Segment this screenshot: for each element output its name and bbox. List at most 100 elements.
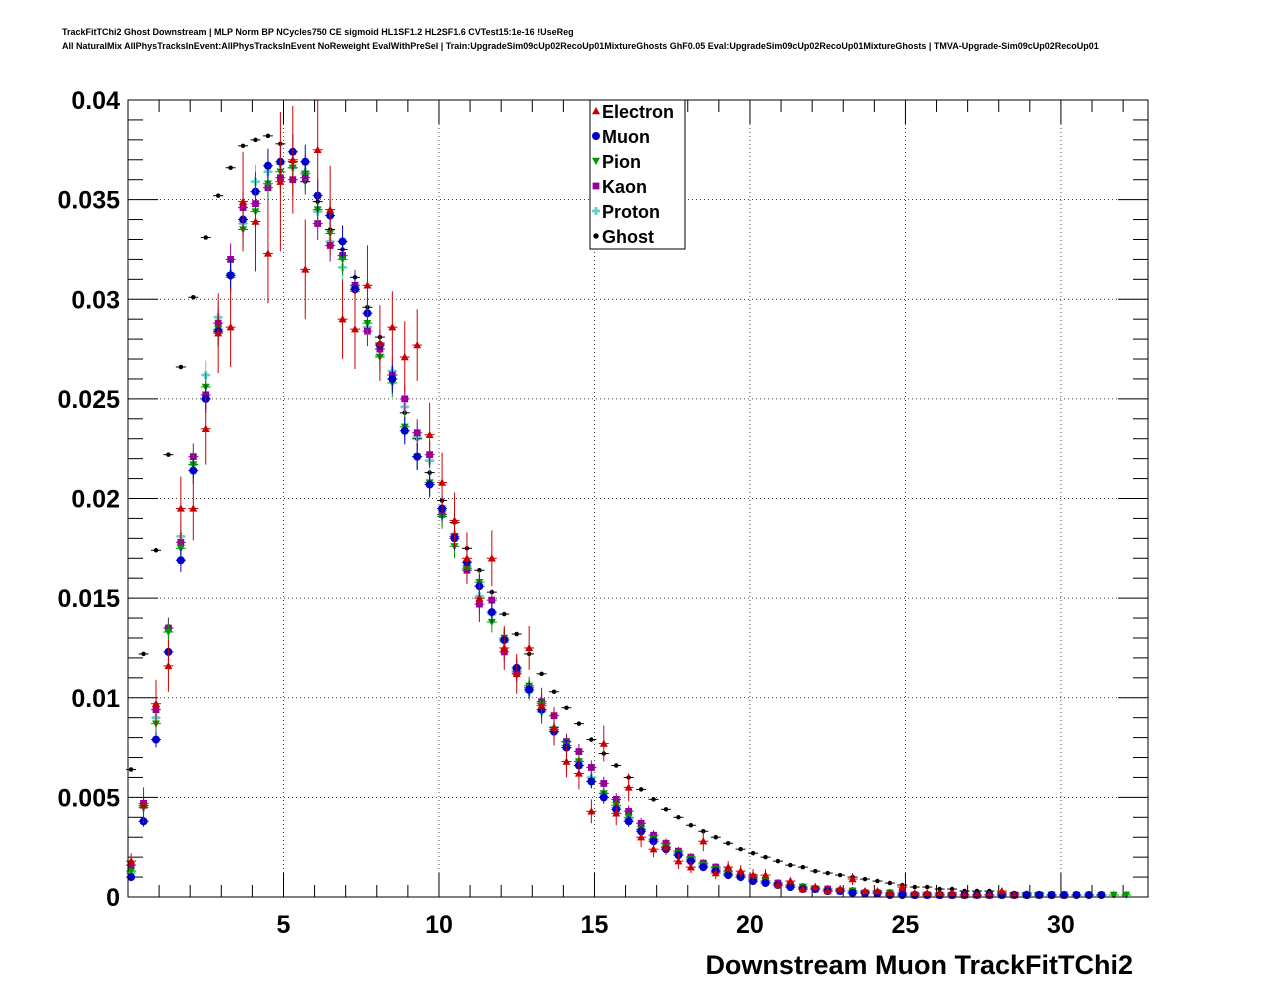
- electron-point: [823, 887, 832, 895]
- ghost-point: [203, 235, 208, 240]
- ghost-point: [613, 763, 619, 768]
- legend-marker-pion: [592, 157, 600, 165]
- electron-point: [773, 881, 782, 889]
- kaon-point: [401, 395, 409, 403]
- x-tick-label: 10: [425, 911, 453, 939]
- axis-ticks: [128, 99, 1148, 898]
- ghost-point: [240, 143, 246, 149]
- electron-point: [637, 833, 646, 841]
- electron-point: [288, 155, 297, 163]
- electron-point: [301, 265, 310, 273]
- x-tick-label: 30: [1047, 911, 1075, 939]
- ghost-point: [688, 823, 694, 828]
- electron-point: [873, 887, 882, 895]
- electron-point: [263, 249, 272, 257]
- x-tick-label: 25: [892, 911, 920, 939]
- electron-point: [711, 869, 720, 877]
- ghost-point: [253, 137, 258, 143]
- electron-point: [1010, 891, 1019, 899]
- muon-point: [1072, 891, 1081, 900]
- muon-point: [1060, 891, 1069, 900]
- tick-labels: 5 10 15 20 25 30 0 0.005 0.01 0.015 0.02 0.025 0.03 0…: [57, 87, 1074, 939]
- electron-point: [562, 757, 571, 765]
- electron-point: [462, 554, 471, 562]
- muon-point: [699, 863, 708, 872]
- electron-point: [811, 883, 820, 891]
- muon-point: [189, 466, 198, 475]
- electron-point: [798, 885, 807, 893]
- electron-point: [413, 341, 422, 349]
- ghost-point: [788, 862, 793, 868]
- electron-point: [189, 504, 198, 512]
- electron-point: [898, 883, 907, 891]
- x-tick-label: 20: [736, 911, 764, 939]
- electron-point: [276, 177, 285, 185]
- x-tick-label: 15: [581, 911, 609, 939]
- kaon-point: [488, 596, 496, 604]
- ghost-point: [725, 840, 731, 846]
- muon-point: [263, 161, 272, 170]
- muon-point: [587, 777, 596, 786]
- electron-point: [438, 478, 447, 486]
- muon-point: [599, 793, 608, 802]
- ghost-point: [837, 872, 843, 878]
- electron-point: [910, 889, 919, 897]
- muon-point: [388, 374, 397, 383]
- ghost-point: [651, 797, 656, 802]
- electron-point: [201, 424, 210, 432]
- x-tick-label: 5: [277, 911, 291, 939]
- y-tick-label: 0: [106, 884, 120, 912]
- electron-point: [338, 315, 347, 323]
- electron-point: [239, 197, 248, 205]
- electron-point: [164, 661, 173, 670]
- muon-point: [761, 879, 770, 888]
- legend-marker-muon: [592, 132, 600, 140]
- muon-point: [301, 157, 310, 166]
- ghost-point: [924, 884, 930, 890]
- ghost-point: [564, 705, 569, 710]
- electron-point: [861, 887, 870, 895]
- muon-point: [151, 735, 160, 744]
- pion-point: [127, 867, 136, 876]
- electron-point: [313, 145, 322, 154]
- kaon-point: [587, 764, 595, 771]
- y-tick-label: 0.015: [57, 585, 120, 613]
- electron-point: [749, 871, 758, 879]
- electron-point: [351, 325, 360, 333]
- ghost-point: [638, 787, 644, 792]
- y-tick-label: 0.035: [57, 187, 120, 215]
- electron-point: [512, 669, 521, 678]
- electron-point: [525, 643, 534, 652]
- y-tick-label: 0.02: [71, 486, 120, 514]
- electron-point: [948, 889, 957, 897]
- ghost-point: [589, 737, 594, 742]
- ghost-point: [128, 767, 134, 772]
- electron-point: [736, 867, 745, 875]
- ghost-point: [663, 807, 669, 812]
- electron-point: [761, 871, 770, 879]
- kaon-point: [575, 748, 583, 755]
- muon-point: [786, 883, 795, 892]
- legend-label-ghost: Ghost: [602, 227, 654, 247]
- electron-point: [997, 887, 1006, 895]
- ghost-point: [153, 548, 159, 553]
- muon-point: [525, 685, 534, 694]
- y-tick-label: 0.03: [71, 286, 120, 314]
- electron-point: [425, 430, 434, 438]
- ghost-point: [800, 864, 806, 870]
- pion-point: [263, 180, 272, 188]
- electron-point: [624, 783, 633, 791]
- ghost-point: [551, 689, 557, 695]
- kaon-point: [227, 256, 235, 263]
- electron-point: [226, 323, 235, 331]
- ghost-point: [713, 834, 718, 840]
- ghost-point: [862, 876, 868, 882]
- electron-point: [139, 801, 148, 809]
- ghost-point: [166, 452, 171, 457]
- y-tick-label: 0.01: [71, 685, 120, 713]
- legend-marker-kaon: [592, 182, 600, 190]
- muon-point: [1022, 891, 1031, 900]
- ghost-point: [191, 295, 196, 300]
- electron-point: [599, 739, 608, 747]
